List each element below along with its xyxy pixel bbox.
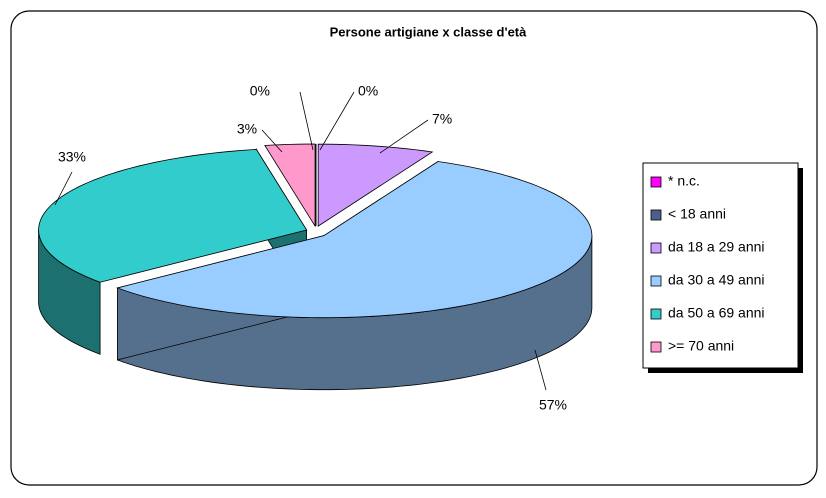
- legend-box: [642, 162, 799, 369]
- legend-swatch: [650, 275, 662, 287]
- leader-line: [299, 91, 314, 151]
- slice: [116, 161, 593, 319]
- slice: [317, 143, 434, 227]
- legend-label: >= 70 anni: [668, 338, 734, 354]
- legend-swatch: [650, 308, 662, 320]
- leader-line: [54, 171, 73, 206]
- data-label: 57%: [539, 397, 567, 413]
- slice: [264, 143, 316, 228]
- legend-swatch: [650, 176, 662, 188]
- chart-title: Persone artigiane x classe d'età: [330, 24, 528, 39]
- legend-label: da 50 a 69 anni: [668, 305, 765, 321]
- legend-label: < 18 anni: [668, 206, 726, 222]
- leader-line: [319, 91, 355, 151]
- slice: [38, 149, 308, 283]
- legend-swatch: [650, 209, 662, 221]
- data-label: 0%: [358, 83, 378, 99]
- legend-swatch: [650, 341, 662, 353]
- legend-label: * n.c.: [668, 173, 700, 189]
- data-label: 33%: [58, 149, 86, 165]
- data-label: 3%: [237, 121, 257, 137]
- data-label: 7%: [432, 111, 452, 127]
- leader-line: [379, 119, 429, 154]
- legend-label: da 18 a 29 anni: [668, 239, 765, 255]
- legend-swatch: [650, 242, 662, 254]
- legend-label: da 30 a 49 anni: [668, 272, 765, 288]
- leader-line: [534, 349, 547, 391]
- leader-line: [261, 129, 283, 153]
- data-label: 0%: [250, 83, 270, 99]
